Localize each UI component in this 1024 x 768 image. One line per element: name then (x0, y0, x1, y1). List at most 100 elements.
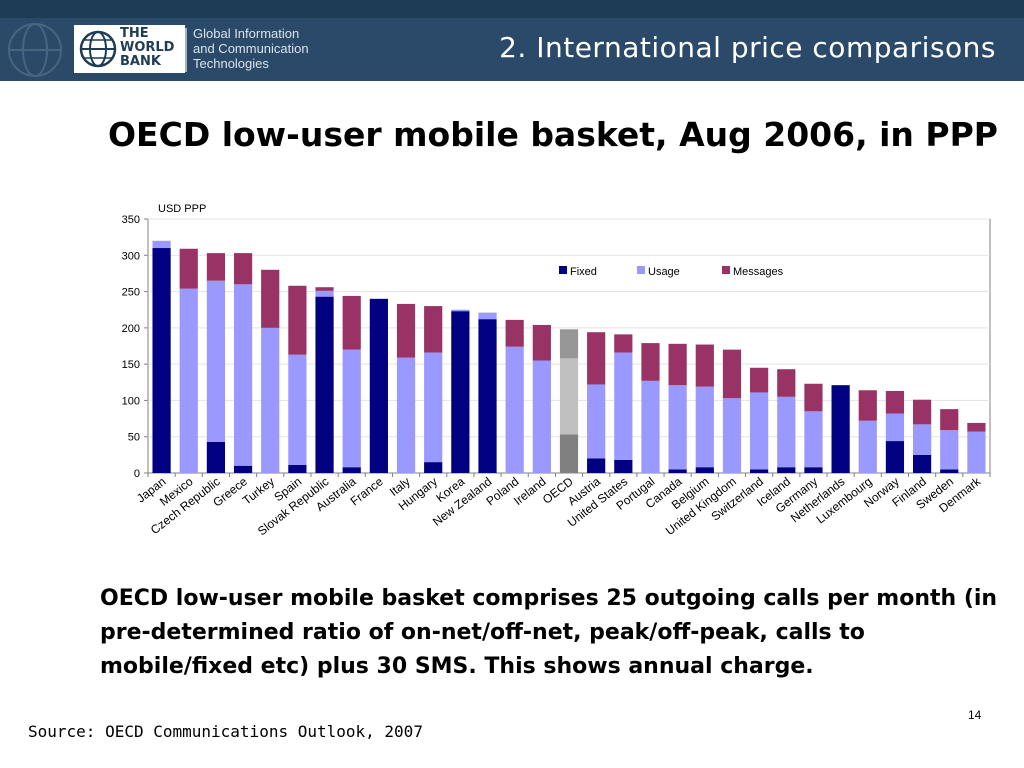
bar-fixed-segment (559, 434, 579, 473)
bar-fixed-segment (478, 319, 497, 473)
bar-usage-segment (451, 309, 470, 312)
bar-messages-segment (559, 329, 579, 359)
bar-messages-segment (424, 306, 443, 353)
bar-usage-segment (858, 420, 877, 473)
legend-swatch-fixed (559, 266, 567, 274)
org-name: Global Information and Communication Tec… (193, 26, 309, 71)
bar-usage-segment (505, 346, 524, 473)
bar-messages-segment (967, 422, 986, 432)
bar-usage-segment (967, 431, 986, 473)
source-note: Source: OECD Communications Outlook, 200… (28, 722, 423, 741)
bar-fixed-segment (424, 462, 443, 473)
bar-usage-segment (342, 349, 361, 468)
bar-messages-segment (261, 269, 280, 328)
legend-swatch-usage (637, 266, 645, 274)
legend-label: Messages (733, 266, 784, 278)
slide-title: OECD low-user mobile basket, Aug 2006, i… (108, 115, 998, 154)
bar-usage-segment (722, 398, 742, 473)
bar-usage-segment (233, 284, 253, 466)
bar-fixed-segment (750, 469, 769, 473)
bar-fixed-segment (587, 458, 606, 473)
bar-usage-segment (532, 360, 551, 473)
bar-messages-segment (641, 343, 660, 381)
bar-fixed-segment (288, 465, 307, 473)
org-line: and Communication (193, 41, 309, 56)
bar-usage-segment (315, 290, 334, 297)
bar-messages-segment (206, 253, 226, 281)
bar-messages-segment (668, 343, 687, 386)
logo-wordmark: THE WORLD BANK (120, 27, 174, 69)
bar-messages-segment (179, 248, 198, 289)
bar-fixed-segment (342, 467, 361, 473)
legend-swatch-messages (722, 266, 730, 274)
bar-usage-segment (695, 386, 714, 468)
y-tick-label: 350 (122, 214, 140, 226)
bar-usage-segment (396, 357, 416, 473)
bar-usage-segment (587, 384, 606, 459)
bar-fixed-segment (912, 454, 932, 473)
y-tick-label: 300 (122, 250, 140, 262)
bar-usage-segment (559, 358, 579, 435)
world-bank-logo (74, 25, 185, 73)
bar-usage-segment (940, 430, 959, 470)
slide-caption: OECD low-user mobile basket comprises 25… (100, 586, 998, 679)
bar-fixed-segment (451, 311, 470, 473)
y-axis-label: USD PPP (158, 203, 206, 215)
legend-label: Fixed (570, 266, 597, 278)
bar-fixed-segment (777, 467, 796, 473)
y-tick-label: 0 (134, 468, 140, 480)
legend-label: Usage (648, 266, 680, 278)
bar-usage-segment (288, 354, 307, 466)
bar-messages-segment (288, 285, 307, 355)
bar-usage-segment (777, 396, 796, 468)
bar-messages-segment (532, 324, 551, 361)
bar-usage-segment (614, 352, 633, 460)
decorative-globe-pattern (8, 23, 62, 77)
y-tick-label: 200 (122, 323, 140, 335)
bar-fixed-segment (206, 441, 226, 473)
bar-messages-segment (912, 399, 932, 425)
bar-usage-segment (668, 385, 687, 470)
bar-fixed-segment (152, 248, 171, 473)
bar-messages-segment (750, 367, 769, 393)
bar-usage-segment (885, 413, 905, 442)
bar-fixed-segment (831, 385, 850, 473)
x-tick-label: Turkey (240, 474, 277, 507)
bar-messages-segment (858, 390, 877, 421)
y-tick-label: 100 (122, 395, 140, 407)
bar-messages-segment (940, 409, 959, 431)
logo-line: WORLD (120, 40, 175, 55)
bar-messages-segment (587, 332, 606, 385)
page-number: 14 (968, 708, 982, 722)
y-tick-label: 250 (122, 287, 140, 299)
bar-fixed-segment (695, 467, 714, 473)
logo-line: THE (120, 26, 149, 41)
y-tick-label: 50 (128, 432, 140, 444)
bar-usage-segment (912, 424, 932, 455)
bar-usage-segment (206, 280, 226, 442)
bar-messages-segment (396, 303, 416, 358)
bar-fixed-segment (233, 465, 253, 473)
bar-messages-segment (505, 319, 524, 347)
bar-usage-segment (179, 288, 198, 473)
bar-messages-segment (315, 287, 334, 291)
bar-messages-segment (804, 383, 823, 412)
bar-messages-segment (342, 295, 361, 350)
bar-usage-segment (152, 240, 171, 249)
bar-messages-segment (233, 253, 253, 285)
bar-fixed-segment (369, 298, 388, 473)
bar-usage-segment (424, 352, 443, 463)
bar-fixed-segment (315, 296, 334, 473)
section-title: 2. International price comparisons (499, 31, 996, 64)
bar-fixed-segment (614, 459, 633, 473)
bar-fixed-segment (804, 467, 823, 473)
bar-usage-segment (641, 380, 660, 473)
bar-messages-segment (614, 334, 633, 353)
bar-usage-segment (478, 312, 497, 320)
bar-messages-segment (777, 369, 796, 397)
bar-messages-segment (695, 344, 714, 387)
bar-fixed-segment (885, 441, 905, 473)
bar-messages-segment (722, 349, 742, 399)
bar-usage-segment (804, 411, 823, 468)
